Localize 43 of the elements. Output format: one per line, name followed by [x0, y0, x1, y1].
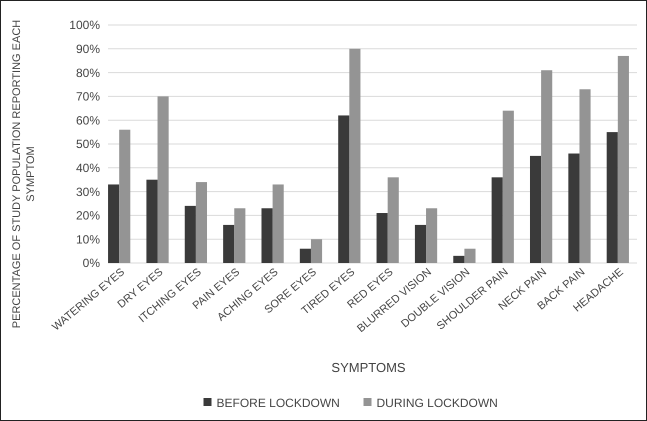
bar — [426, 208, 438, 263]
bar — [119, 130, 130, 263]
bar — [541, 70, 552, 263]
bar — [492, 177, 503, 263]
bar — [453, 256, 464, 263]
y-tick-label: 60% — [76, 113, 100, 128]
y-tick-label: 70% — [76, 90, 100, 104]
bar — [196, 182, 208, 263]
bar — [184, 206, 196, 263]
bar — [223, 224, 234, 263]
bar — [618, 56, 629, 263]
y-tick-label: 10% — [76, 232, 100, 246]
y-tick-label: 40% — [76, 161, 100, 175]
bar — [300, 248, 311, 263]
y-tick-label: 50% — [76, 137, 100, 152]
legend-label: DURING LOCKDOWN — [376, 396, 498, 410]
bar — [338, 115, 350, 263]
y-tick-label: 90% — [76, 42, 100, 56]
bar — [108, 184, 120, 263]
bar — [464, 248, 476, 263]
bar — [146, 180, 158, 263]
bar — [261, 208, 273, 263]
bar — [568, 154, 580, 263]
bar — [414, 224, 426, 263]
bar — [349, 48, 360, 263]
bar — [579, 89, 591, 263]
bar — [606, 132, 618, 263]
bar — [502, 110, 514, 263]
bar — [388, 177, 399, 263]
bar — [310, 239, 322, 263]
bar — [234, 208, 246, 263]
y-tick-label: 0% — [82, 256, 100, 270]
legend-label: BEFORE LOCKDOWN — [216, 396, 340, 410]
y-tick-label: 20% — [76, 208, 100, 223]
y-axis-title: PERCENTAGE OF STUDY POPULATION REPORTING EACH SYMPTOM — [11, 20, 37, 328]
y-tick-label: 80% — [76, 66, 100, 80]
bar — [376, 213, 388, 263]
bar — [530, 156, 542, 263]
y-tick-label: 100% — [69, 18, 100, 32]
x-axis-title: SYMPTOMS — [331, 360, 406, 375]
bar — [158, 96, 169, 263]
y-tick-label: 30% — [76, 184, 100, 199]
bar — [272, 184, 284, 263]
